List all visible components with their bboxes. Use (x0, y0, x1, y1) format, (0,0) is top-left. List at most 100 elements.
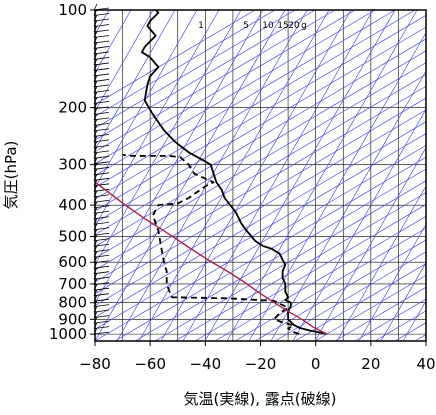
wind-barb-staff (93, 216, 110, 220)
wind-barb-staff (93, 100, 110, 104)
wind-barb-staff (93, 298, 110, 302)
grid-layer (95, 9, 426, 341)
wind-barb-staff (93, 271, 110, 275)
y-tick-label: 800 (58, 294, 87, 312)
wind-barb-staff (93, 122, 110, 126)
adiabat-line (95, 10, 356, 165)
temperature-line (141, 10, 327, 335)
wind-barb-staff (93, 232, 110, 236)
adiabat-line (95, 10, 276, 117)
wind-barb-staff (93, 243, 110, 247)
y-axis-title: 気圧(hPa) (2, 141, 20, 210)
mixing-ratio-line (95, 10, 220, 227)
wind-barb-staff (93, 238, 110, 242)
wind-barb-staff (93, 326, 110, 330)
adiabat-line (95, 10, 316, 141)
wind-barb-staff (93, 254, 110, 258)
wind-barb-staff (93, 111, 110, 115)
mixing-ratio-line (358, 223, 426, 341)
wind-barb-staff (93, 183, 110, 187)
wind-barb-staff (93, 128, 110, 132)
adiabat-line (95, 144, 426, 341)
wind-barb-staff (93, 177, 110, 181)
x-tick-label: −40 (190, 355, 222, 373)
mixing-ratio-label: 1 (198, 21, 204, 31)
wind-barb-staff (93, 276, 110, 280)
adiabat-line (95, 10, 396, 188)
x-tick-label: 0 (311, 355, 321, 373)
mixing-ratio-line (160, 10, 352, 341)
adiabat-line (194, 204, 426, 341)
wind-barb-staff (93, 293, 110, 297)
wind-barb-staff (93, 106, 110, 110)
adiabat-line (95, 109, 426, 306)
wind-barb-staff (93, 210, 110, 214)
wind-barb-staff (93, 260, 110, 264)
wind-barb-staff (93, 51, 110, 55)
adiabat-line (95, 62, 426, 259)
wind-barb-staff (93, 315, 110, 319)
wind-barb-staff (93, 205, 110, 209)
adiabat-line (95, 10, 256, 105)
wind-barb-staff (93, 62, 110, 66)
adiabat-line (134, 168, 426, 341)
mixing-ratio-line (226, 10, 418, 341)
mixing-ratio-labels: 1 5 10 15 20 g (198, 21, 307, 31)
mixing-ratio-label: 20 (288, 21, 300, 31)
wind-barb-staff (93, 309, 110, 313)
wind-barb-staff (93, 133, 110, 137)
adiabat-line (314, 274, 426, 341)
wind-barb-staff (93, 57, 110, 60)
wind-barb-staff (93, 18, 110, 22)
adiabat-line (254, 239, 426, 341)
wind-barb-staff (93, 282, 110, 286)
mixing-ratio-line (248, 31, 426, 341)
wind-barb-staff (93, 117, 110, 121)
mixing-ratio-line (138, 10, 330, 341)
adiabat-line (274, 251, 426, 341)
x-tick-label: −20 (245, 355, 277, 373)
wind-barb-staff (93, 304, 110, 308)
adiabat-line (95, 14, 426, 212)
adiabat-line (95, 38, 426, 236)
wind-barb-staff (93, 166, 110, 170)
adiabat-line (334, 286, 426, 341)
wind-barbs (93, 3, 110, 335)
adiabat-line (95, 85, 426, 283)
adiabat-line (95, 133, 426, 330)
y-tick-label: 500 (58, 228, 87, 246)
mixing-ratio-line (95, 10, 176, 151)
guide-lines (95, 10, 426, 341)
y-tick-label: 600 (58, 253, 87, 271)
wind-barb-staff (93, 24, 110, 27)
adiabat-line (95, 74, 426, 271)
series-layer (95, 10, 328, 335)
wind-barb-staff (93, 161, 110, 165)
mixing-ratio-line (270, 70, 426, 341)
mixing-ratio-line (95, 10, 286, 341)
adiabat-line (95, 10, 296, 129)
adiabat-line (234, 227, 426, 341)
wind-barb-staff (93, 84, 110, 88)
adiabat-line (114, 156, 426, 341)
dewpoint-line (122, 154, 300, 335)
mixing-ratio-label: 10 (262, 21, 274, 31)
y-tick-label: 900 (58, 310, 87, 328)
mixing-ratio-line (336, 185, 426, 341)
mixing-ratio-label: g (301, 21, 307, 31)
x-axis-title: 気温(実線), 露点(破線) (184, 390, 337, 408)
mixing-ratio-line (204, 10, 396, 341)
wind-barb-staff (93, 144, 110, 148)
mixing-ratio-line (95, 10, 264, 304)
wind-barb-staff (93, 221, 110, 225)
tick-layer: −80 −60 −40 −20 0 20 40 100 200 300 400 500 600 70080… (49, 1, 436, 373)
y-tick-label: 100 (58, 1, 87, 19)
y-tick-label: 700 (58, 275, 87, 293)
x-tick-label: −80 (79, 355, 111, 373)
wind-barb-flag (93, 3, 98, 11)
wind-barb-staff (93, 188, 110, 192)
mixing-ratio-label: 15 (277, 21, 288, 31)
adiabat-line (174, 192, 426, 341)
